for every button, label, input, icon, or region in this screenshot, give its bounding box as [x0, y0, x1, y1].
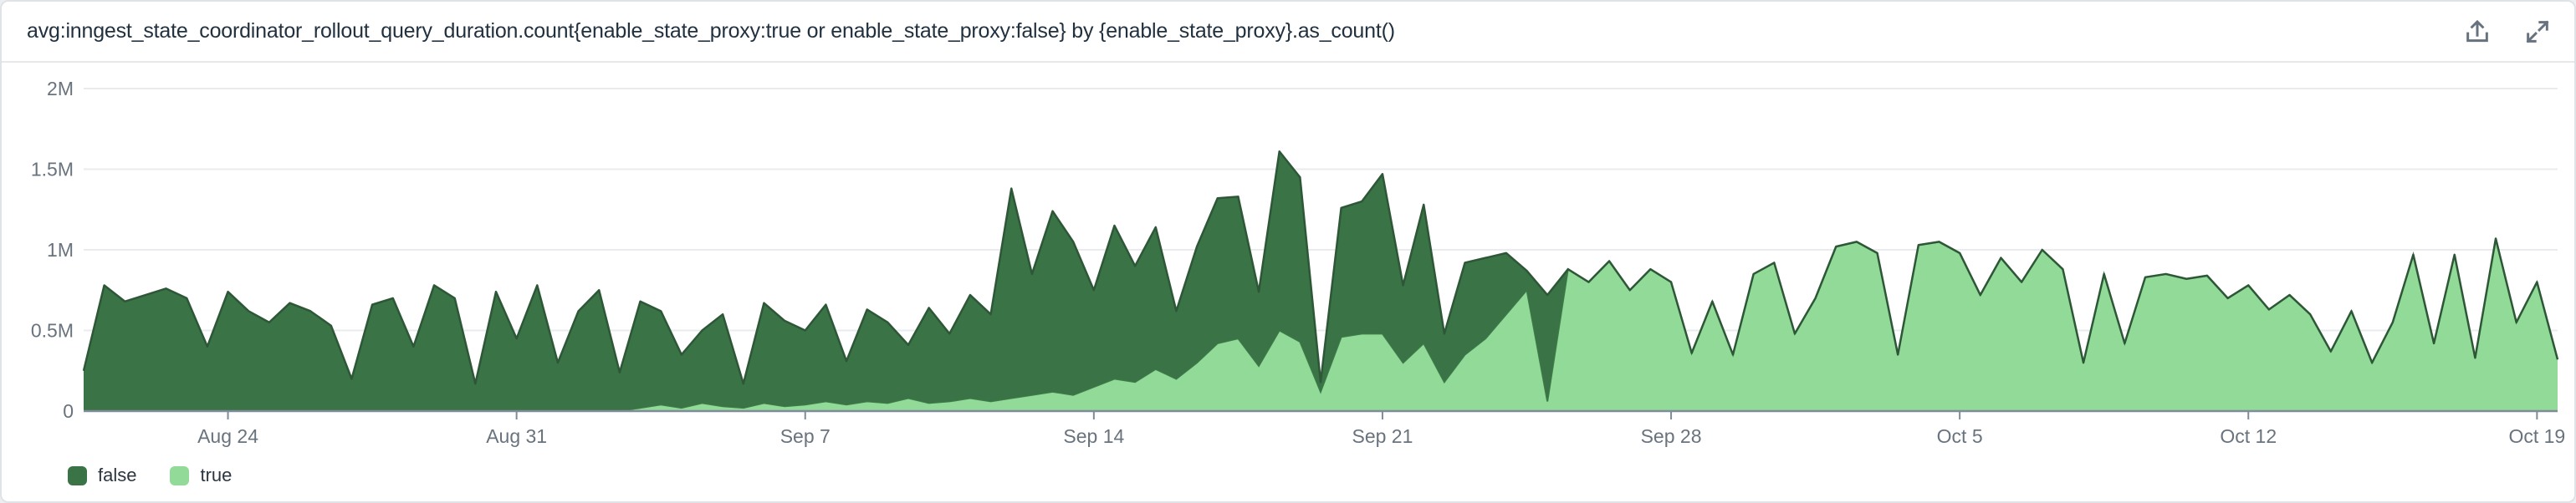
- svg-text:Oct 12: Oct 12: [2220, 425, 2277, 447]
- timeseries-chart[interactable]: 0 0.5M 1M 1.5M 2M Aug 24 Aug 31 Sep 7 Sep 14 Sep …: [2, 63, 2576, 453]
- svg-text:Sep 7: Sep 7: [780, 425, 831, 447]
- fullscreen-icon[interactable]: [2522, 17, 2553, 47]
- graph-title: avg:inngest_state_coordinator_rollout_qu…: [27, 19, 1395, 43]
- x-axis: Aug 24 Aug 31 Sep 7 Sep 14 Sep 21 Sep 28 Oct 5…: [84, 409, 2565, 447]
- legend-label-false: false: [98, 465, 137, 485]
- legend-item-false[interactable]: false: [68, 465, 136, 486]
- y-axis-labels: 0 0.5M 1M 1.5M 2M: [31, 78, 74, 422]
- legend-swatch-false: [68, 465, 87, 485]
- graph-header: avg:inngest_state_coordinator_rollout_qu…: [2, 2, 2574, 63]
- graph-actions: [2462, 17, 2553, 47]
- chart-legend: false true: [2, 450, 2574, 501]
- svg-text:0.5M: 0.5M: [31, 320, 74, 342]
- svg-text:Sep 28: Sep 28: [1641, 425, 1702, 447]
- series-false-area: [82, 150, 2559, 411]
- svg-text:Aug 24: Aug 24: [197, 425, 258, 447]
- svg-text:Sep 14: Sep 14: [1063, 425, 1124, 447]
- svg-text:Aug 31: Aug 31: [486, 425, 547, 447]
- legend-item-true[interactable]: true: [170, 465, 232, 486]
- svg-text:1M: 1M: [47, 239, 74, 261]
- legend-label-true: true: [200, 465, 233, 485]
- legend-swatch-true: [170, 465, 190, 485]
- export-icon[interactable]: [2462, 17, 2492, 47]
- svg-text:0: 0: [63, 400, 74, 422]
- timeseries-plot[interactable]: 0 0.5M 1M 1.5M 2M Aug 24 Aug 31 Sep 7 Sep 14 Sep …: [2, 63, 2576, 453]
- svg-text:Oct 5: Oct 5: [1937, 425, 1983, 447]
- svg-text:2M: 2M: [47, 78, 74, 99]
- svg-text:Oct 19: Oct 19: [2508, 425, 2565, 447]
- svg-text:1.5M: 1.5M: [31, 159, 74, 180]
- svg-text:Sep 21: Sep 21: [1352, 425, 1413, 447]
